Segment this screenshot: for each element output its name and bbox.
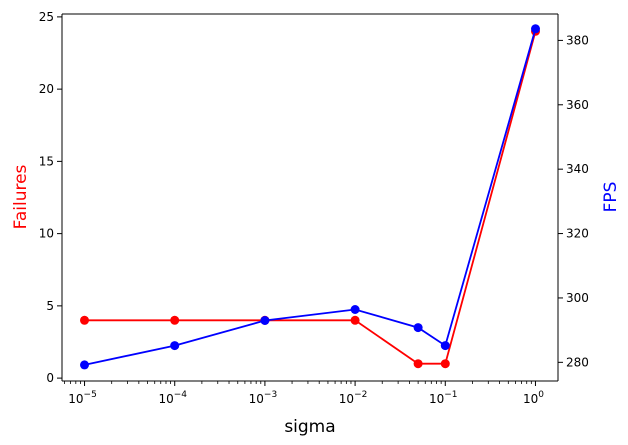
x-tick-label-0: 10−5 bbox=[68, 390, 97, 406]
x-tick-label-2: 10−3 bbox=[249, 390, 278, 406]
data-point-left-0 bbox=[80, 315, 89, 325]
y-left-tick-label-1: 5 bbox=[46, 299, 54, 313]
x-tick-label-1: 10−4 bbox=[158, 390, 187, 406]
y-left-tick-label-5: 25 bbox=[39, 10, 54, 24]
data-point-left-4 bbox=[413, 359, 423, 369]
y-left-tick-label-3: 15 bbox=[39, 154, 54, 168]
data-point-right-2 bbox=[260, 316, 270, 325]
data-point-right-6 bbox=[531, 24, 540, 34]
y-right-tick-label-3: 340 bbox=[566, 162, 589, 176]
series-layer bbox=[80, 24, 540, 370]
data-point-right-5 bbox=[440, 341, 450, 351]
y-right-tick-label-2: 320 bbox=[566, 227, 589, 241]
plot-area bbox=[62, 14, 558, 381]
axes-layer: 10−5 10−4 10−3 10−2 10−1 100 0 5 10 15 20 25 280 300 3… bbox=[39, 10, 589, 406]
y-left-axis-label: Failures bbox=[11, 164, 31, 229]
y-left-tick-label-0: 0 bbox=[46, 371, 54, 385]
y-left-tick-label-2: 10 bbox=[39, 227, 54, 241]
y-right-tick-label-5: 380 bbox=[566, 33, 589, 47]
y-right-tick-label-0: 280 bbox=[566, 355, 589, 369]
data-point-right-3 bbox=[350, 305, 360, 314]
y-left-tick-label-4: 20 bbox=[39, 82, 54, 96]
data-point-left-1 bbox=[170, 315, 180, 325]
x-axis-label: sigma bbox=[284, 417, 335, 437]
x-tick-label-5: 100 bbox=[523, 390, 544, 406]
y-right-tick-label-4: 360 bbox=[566, 98, 589, 112]
data-point-right-4 bbox=[413, 323, 423, 333]
data-point-left-3 bbox=[350, 315, 360, 325]
data-point-left-5 bbox=[440, 359, 450, 369]
x-tick-label-4: 10−1 bbox=[429, 390, 458, 406]
y-right-tick-label-1: 300 bbox=[566, 291, 589, 305]
data-point-right-0 bbox=[80, 360, 89, 370]
x-tick-label-3: 10−2 bbox=[339, 390, 368, 406]
data-point-right-1 bbox=[170, 341, 180, 351]
y-right-axis-label: FPS bbox=[601, 182, 621, 213]
